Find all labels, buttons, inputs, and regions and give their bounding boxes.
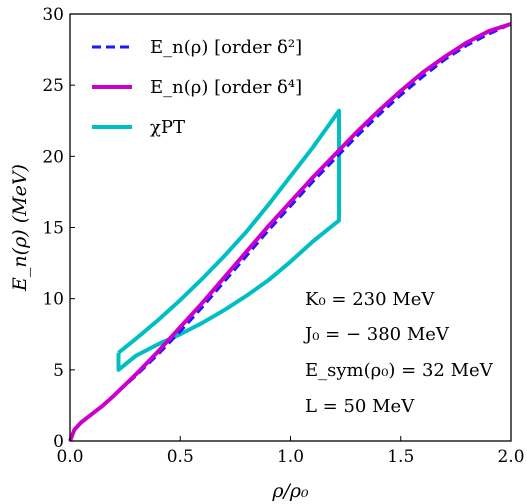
x-axis-label: ρ/ρ₀	[271, 480, 309, 502]
y-tick-label: 25	[42, 76, 64, 96]
parameter-annotations: K₀ = 230 MeV J₀ = − 380 MeV E_sym(ρ₀) = …	[303, 289, 494, 417]
axis-ticks: 0.0 0.5 1.0 1.5 2.0 0 5 10 15 20 25 30	[42, 5, 524, 467]
legend-label-chiPT: χPT	[150, 117, 185, 138]
y-tick-label: 30	[42, 5, 64, 25]
y-tick-label: 0	[53, 432, 64, 452]
y-axis-label: E_n(ρ) (MeV)	[9, 164, 31, 292]
y-tick-label: 10	[42, 290, 64, 310]
x-tick-label: 1.5	[387, 447, 414, 467]
y-tick-label: 15	[42, 219, 64, 239]
annotation-Esym: E_sym(ρ₀) = 32 MeV	[305, 360, 494, 381]
y-tick-label: 5	[53, 361, 64, 381]
legend-label-order-d4: E_n(ρ) [order δ⁴]	[150, 77, 302, 98]
annotation-K0: K₀ = 230 MeV	[305, 289, 435, 310]
x-tick-label: 0.0	[56, 447, 83, 467]
plot-content	[68, 22, 512, 442]
annotation-J0: J₀ = − 380 MeV	[303, 324, 450, 345]
x-tick-label: 1.0	[277, 447, 304, 467]
series-line-1	[68, 22, 512, 442]
legend: E_n(ρ) [order δ²] E_n(ρ) [order δ⁴] χPT	[92, 37, 302, 138]
x-tick-label: 2.0	[497, 447, 524, 467]
legend-label-order-d2: E_n(ρ) [order δ²]	[150, 37, 302, 58]
annotation-L: L = 50 MeV	[305, 396, 415, 417]
y-tick-label: 20	[42, 147, 64, 167]
x-tick-label: 0.5	[167, 447, 194, 467]
